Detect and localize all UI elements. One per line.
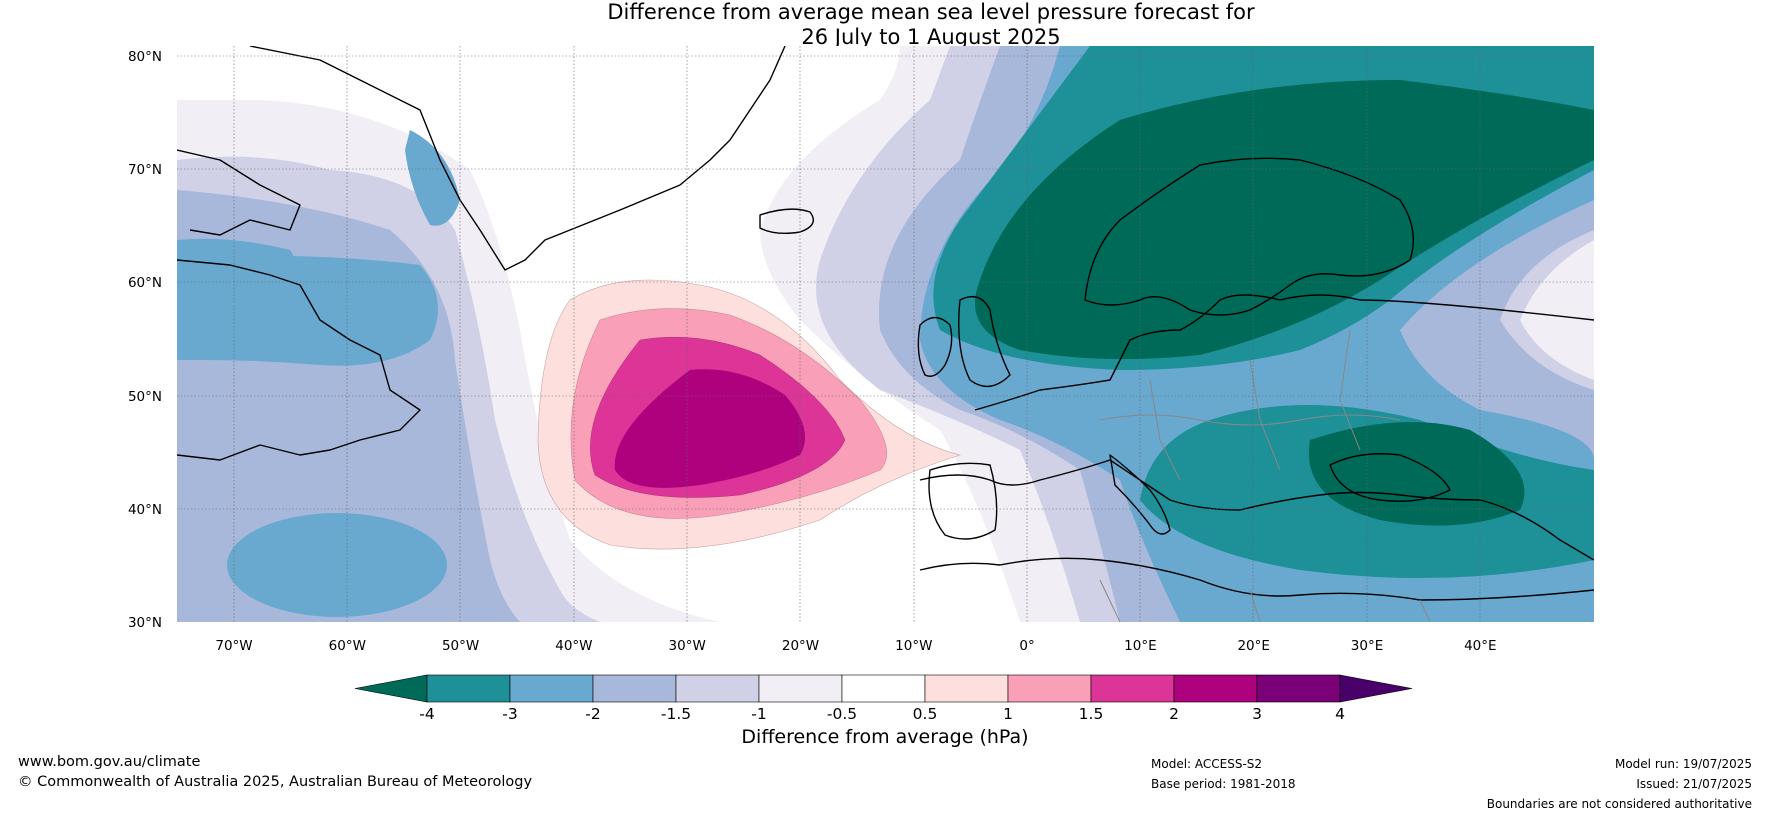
longitude-label: 30°E xyxy=(1351,638,1383,654)
colorbar-tick-label: 1 xyxy=(1003,705,1013,723)
colorbar-segment xyxy=(1090,674,1175,703)
negative-anomaly-west xyxy=(177,100,720,622)
footer-model-run: Model run: 19/07/2025 xyxy=(1614,757,1752,771)
colorbar-tick-label: -1.5 xyxy=(661,705,691,723)
country-boundaries xyxy=(1099,329,1431,622)
title-line-2: 26 July to 1 August 2025 xyxy=(801,25,1061,49)
longitude-labels: 70°W 60°W 50°W 40°W 30°W 20°W 10°W 0° 10°E 20°E 30… xyxy=(215,638,1496,654)
footer-base-period: Base period: 1981-2018 xyxy=(1151,777,1296,791)
colorbar-segment xyxy=(841,674,926,703)
colorbar-extend-max xyxy=(1339,674,1413,703)
colorbar-segment xyxy=(1173,674,1258,703)
colorbar-tick-label: -3 xyxy=(502,705,517,723)
latitude-labels: 80°N 70°N 60°N 50°N 40°N 30°N xyxy=(128,49,162,631)
longitude-label: 50°W xyxy=(442,638,479,654)
colorbar-tick-label: -2 xyxy=(585,705,600,723)
colorbar xyxy=(354,674,1413,703)
latitude-label: 80°N xyxy=(128,49,162,65)
colorbar-tick-label: -4 xyxy=(419,705,434,723)
colorbar-segment xyxy=(1007,674,1092,703)
longitude-label: 70°W xyxy=(215,638,252,654)
colorbar-tick-label: -0.5 xyxy=(827,705,857,723)
longitude-label: 20°E xyxy=(1237,638,1269,654)
latitude-label: 70°N xyxy=(128,162,162,178)
longitude-label: 10°E xyxy=(1124,638,1156,654)
colorbar-tick-labels: -4 -3 -2 -1.5 -1 -0.5 0.5 1 1.5 2 3 4 xyxy=(419,705,1345,723)
colorbar-segment xyxy=(675,674,760,703)
colorbar-tick-label: 4 xyxy=(1335,705,1345,723)
title-line-1: Difference from average mean sea level p… xyxy=(607,0,1255,24)
colorbar-tick-label: 1.5 xyxy=(1079,705,1104,723)
longitude-label: 10°W xyxy=(895,638,932,654)
longitude-label: 60°W xyxy=(329,638,366,654)
colorbar-segment xyxy=(758,674,843,703)
longitude-label: 0° xyxy=(1019,638,1034,654)
gridlines xyxy=(177,46,1594,622)
footer-copyright: © Commonwealth of Australia 2025, Austra… xyxy=(18,774,533,790)
positive-anomaly-atlantic xyxy=(537,279,962,550)
map-panel xyxy=(177,46,1594,622)
colorbar-segment xyxy=(426,674,511,703)
longitude-label: 20°W xyxy=(782,638,819,654)
colorbar-segment xyxy=(924,674,1009,703)
footer-disclaimer: Boundaries are not considered authoritat… xyxy=(1486,797,1752,811)
colorbar-segment xyxy=(1256,674,1341,703)
negative-anomaly-east xyxy=(760,46,1594,622)
latitude-label: 30°N xyxy=(128,615,162,631)
chart-title: Difference from average mean sea level p… xyxy=(0,0,1770,50)
coastlines xyxy=(177,46,1594,601)
colorbar-tick-label: 0.5 xyxy=(913,705,938,723)
latitude-label: 50°N xyxy=(128,389,162,405)
colorbar-title: Difference from average (hPa) xyxy=(741,726,1029,748)
colorbar-segment xyxy=(592,674,677,703)
colorbar-tick-label: 3 xyxy=(1252,705,1262,723)
longitude-label: 40°E xyxy=(1464,638,1496,654)
latitude-label: 60°N xyxy=(128,275,162,291)
colorbar-tick-label: 2 xyxy=(1169,705,1179,723)
colorbar-segment xyxy=(509,674,594,703)
footer-website: www.bom.gov.au/climate xyxy=(18,754,201,770)
colorbar-tick-label: -1 xyxy=(751,705,766,723)
longitude-label: 30°W xyxy=(669,638,706,654)
colorbar-extend-min xyxy=(354,674,428,703)
latitude-label: 40°N xyxy=(128,502,162,518)
longitude-label: 40°W xyxy=(555,638,592,654)
footer-issued: Issued: 21/07/2025 xyxy=(1636,777,1752,791)
footer-model: Model: ACCESS-S2 xyxy=(1151,757,1263,771)
